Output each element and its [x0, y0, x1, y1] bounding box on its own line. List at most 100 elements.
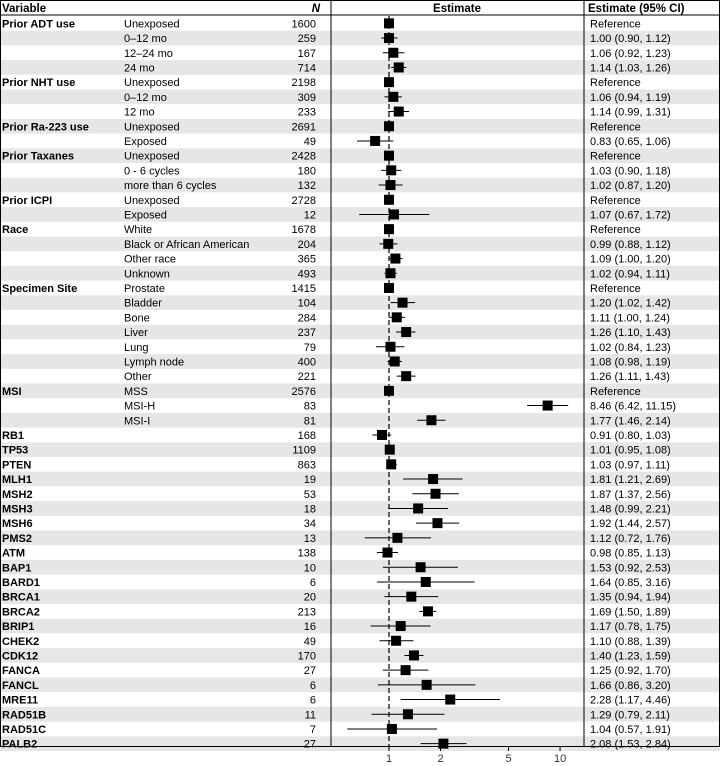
estimate-marker: [385, 180, 396, 191]
variable-label: RB1: [2, 430, 24, 442]
level-label: Liver: [124, 327, 148, 339]
variable-label: TP53: [2, 445, 28, 457]
ci-value: 1.92 (1.44, 2.57): [590, 518, 671, 530]
estimate-marker: [384, 282, 394, 293]
variable-label: RAD51C: [2, 724, 46, 736]
estimate-marker: [400, 665, 411, 676]
estimate-marker: [391, 312, 402, 323]
row-band: [0, 236, 720, 252]
ci-value: 1.00 (0.90, 1.12): [590, 33, 671, 45]
estimate-marker: [402, 709, 413, 720]
n-value: 1109: [292, 445, 316, 457]
variable-label: Specimen Site: [2, 283, 77, 295]
variable-label: PTEN: [2, 459, 31, 471]
n-value: 284: [298, 312, 316, 324]
ci-value: Reference: [590, 121, 641, 133]
variable-label: BARD1: [2, 577, 40, 589]
level-label: White: [124, 224, 152, 236]
level-label: Black or African American: [124, 239, 249, 251]
n-value: 204: [298, 239, 316, 251]
ci-value: 1.02 (0.84, 1.23): [590, 342, 671, 354]
ci-value: 1.87 (1.37, 2.56): [590, 489, 671, 501]
variable-label: BRCA2: [2, 606, 40, 618]
level-label: Other race: [124, 254, 176, 266]
variable-label: Prior ICPI: [2, 195, 52, 207]
level-label: 0–12 mo: [124, 33, 167, 45]
ci-value: Reference: [590, 386, 641, 398]
row-band: [0, 530, 720, 546]
level-label: Exposed: [124, 136, 167, 148]
row-band: [0, 589, 720, 604]
ci-value: 1.14 (0.99, 1.31): [590, 107, 671, 119]
variable-label: FANCA: [2, 665, 40, 677]
ci-value: 1.53 (0.92, 2.53): [590, 562, 671, 574]
ci-value: Reference: [590, 224, 641, 236]
ci-value: 1.11 (1.00, 1.24): [590, 312, 670, 324]
ci-value: 1.66 (0.86, 3.20): [590, 680, 671, 692]
n-value: 6: [310, 695, 316, 707]
header-estimate: Estimate: [433, 3, 481, 15]
variable-label: Prior NHT use: [2, 77, 75, 89]
ci-value: 1.08 (0.98, 1.19): [590, 356, 671, 368]
n-value: 79: [304, 342, 316, 354]
n-value: 170: [298, 650, 316, 662]
n-value: 1600: [292, 18, 316, 30]
x-tick-label: 1: [386, 753, 392, 765]
variable-label: MSH3: [2, 503, 33, 515]
variable-label: MRE11: [2, 695, 38, 707]
estimate-marker: [388, 91, 399, 102]
ci-value: 1.02 (0.94, 1.11): [590, 268, 670, 280]
variable-label: Prior Taxanes: [2, 151, 74, 163]
estimate-marker: [386, 723, 397, 734]
estimate-marker: [408, 650, 419, 661]
estimate-marker: [438, 738, 449, 749]
variable-label: RAD51B: [2, 709, 46, 721]
n-value: 13: [304, 533, 316, 545]
x-axis: 1 2 5 10: [386, 747, 566, 765]
estimate-marker: [401, 327, 412, 338]
ci-value: 1.48 (0.99, 2.21): [590, 503, 671, 515]
level-label: Lymph node: [124, 356, 184, 368]
estimate-marker: [384, 444, 395, 455]
estimate-marker: [401, 371, 412, 382]
ci-value: 1.29 (0.79, 2.11): [590, 709, 670, 721]
ci-value: 1.10 (0.88, 1.39): [590, 636, 671, 648]
level-label: Bone: [124, 312, 150, 324]
estimate-marker: [445, 694, 456, 705]
row-band: [0, 324, 720, 340]
estimate-marker: [385, 341, 396, 352]
header-n: N: [312, 3, 321, 15]
estimate-marker: [382, 547, 393, 558]
level-label: Unexposed: [124, 121, 180, 133]
ci-value: 1.26 (1.11, 1.43): [590, 371, 670, 383]
variable-label: BRCA1: [2, 592, 40, 604]
n-value: 27: [304, 665, 316, 677]
level-label: Unknown: [124, 268, 170, 280]
estimate-marker: [385, 268, 396, 279]
ci-value: 0.98 (0.85, 1.13): [590, 548, 671, 560]
n-value: 493: [298, 268, 316, 280]
estimate-marker: [421, 679, 432, 690]
n-value: 2691: [292, 121, 316, 133]
ci-value: 1.69 (1.50, 1.89): [590, 606, 671, 618]
header-variable: Variable: [2, 3, 46, 15]
row-band: [0, 60, 720, 75]
estimate-marker: [415, 562, 426, 573]
ci-value: Reference: [590, 18, 641, 30]
n-value: 213: [298, 606, 316, 618]
variable-label: Prior ADT use: [2, 18, 75, 30]
ci-value: 0.99 (0.88, 1.12): [590, 239, 671, 251]
estimate-marks: [347, 16, 569, 751]
estimate-marker: [384, 18, 394, 29]
n-value: 233: [298, 107, 316, 119]
estimate-marker: [384, 194, 394, 205]
estimate-marker: [390, 253, 401, 264]
n-value: 259: [298, 33, 316, 45]
level-label: more than 6 cycles: [124, 180, 217, 192]
variable-label: BRIP1: [2, 621, 34, 633]
n-value: 81: [304, 415, 316, 427]
ci-value: 0.91 (0.80, 1.03): [590, 430, 671, 442]
estimate-marker: [389, 356, 400, 367]
row-band: [0, 648, 720, 663]
row-band: [0, 265, 720, 281]
